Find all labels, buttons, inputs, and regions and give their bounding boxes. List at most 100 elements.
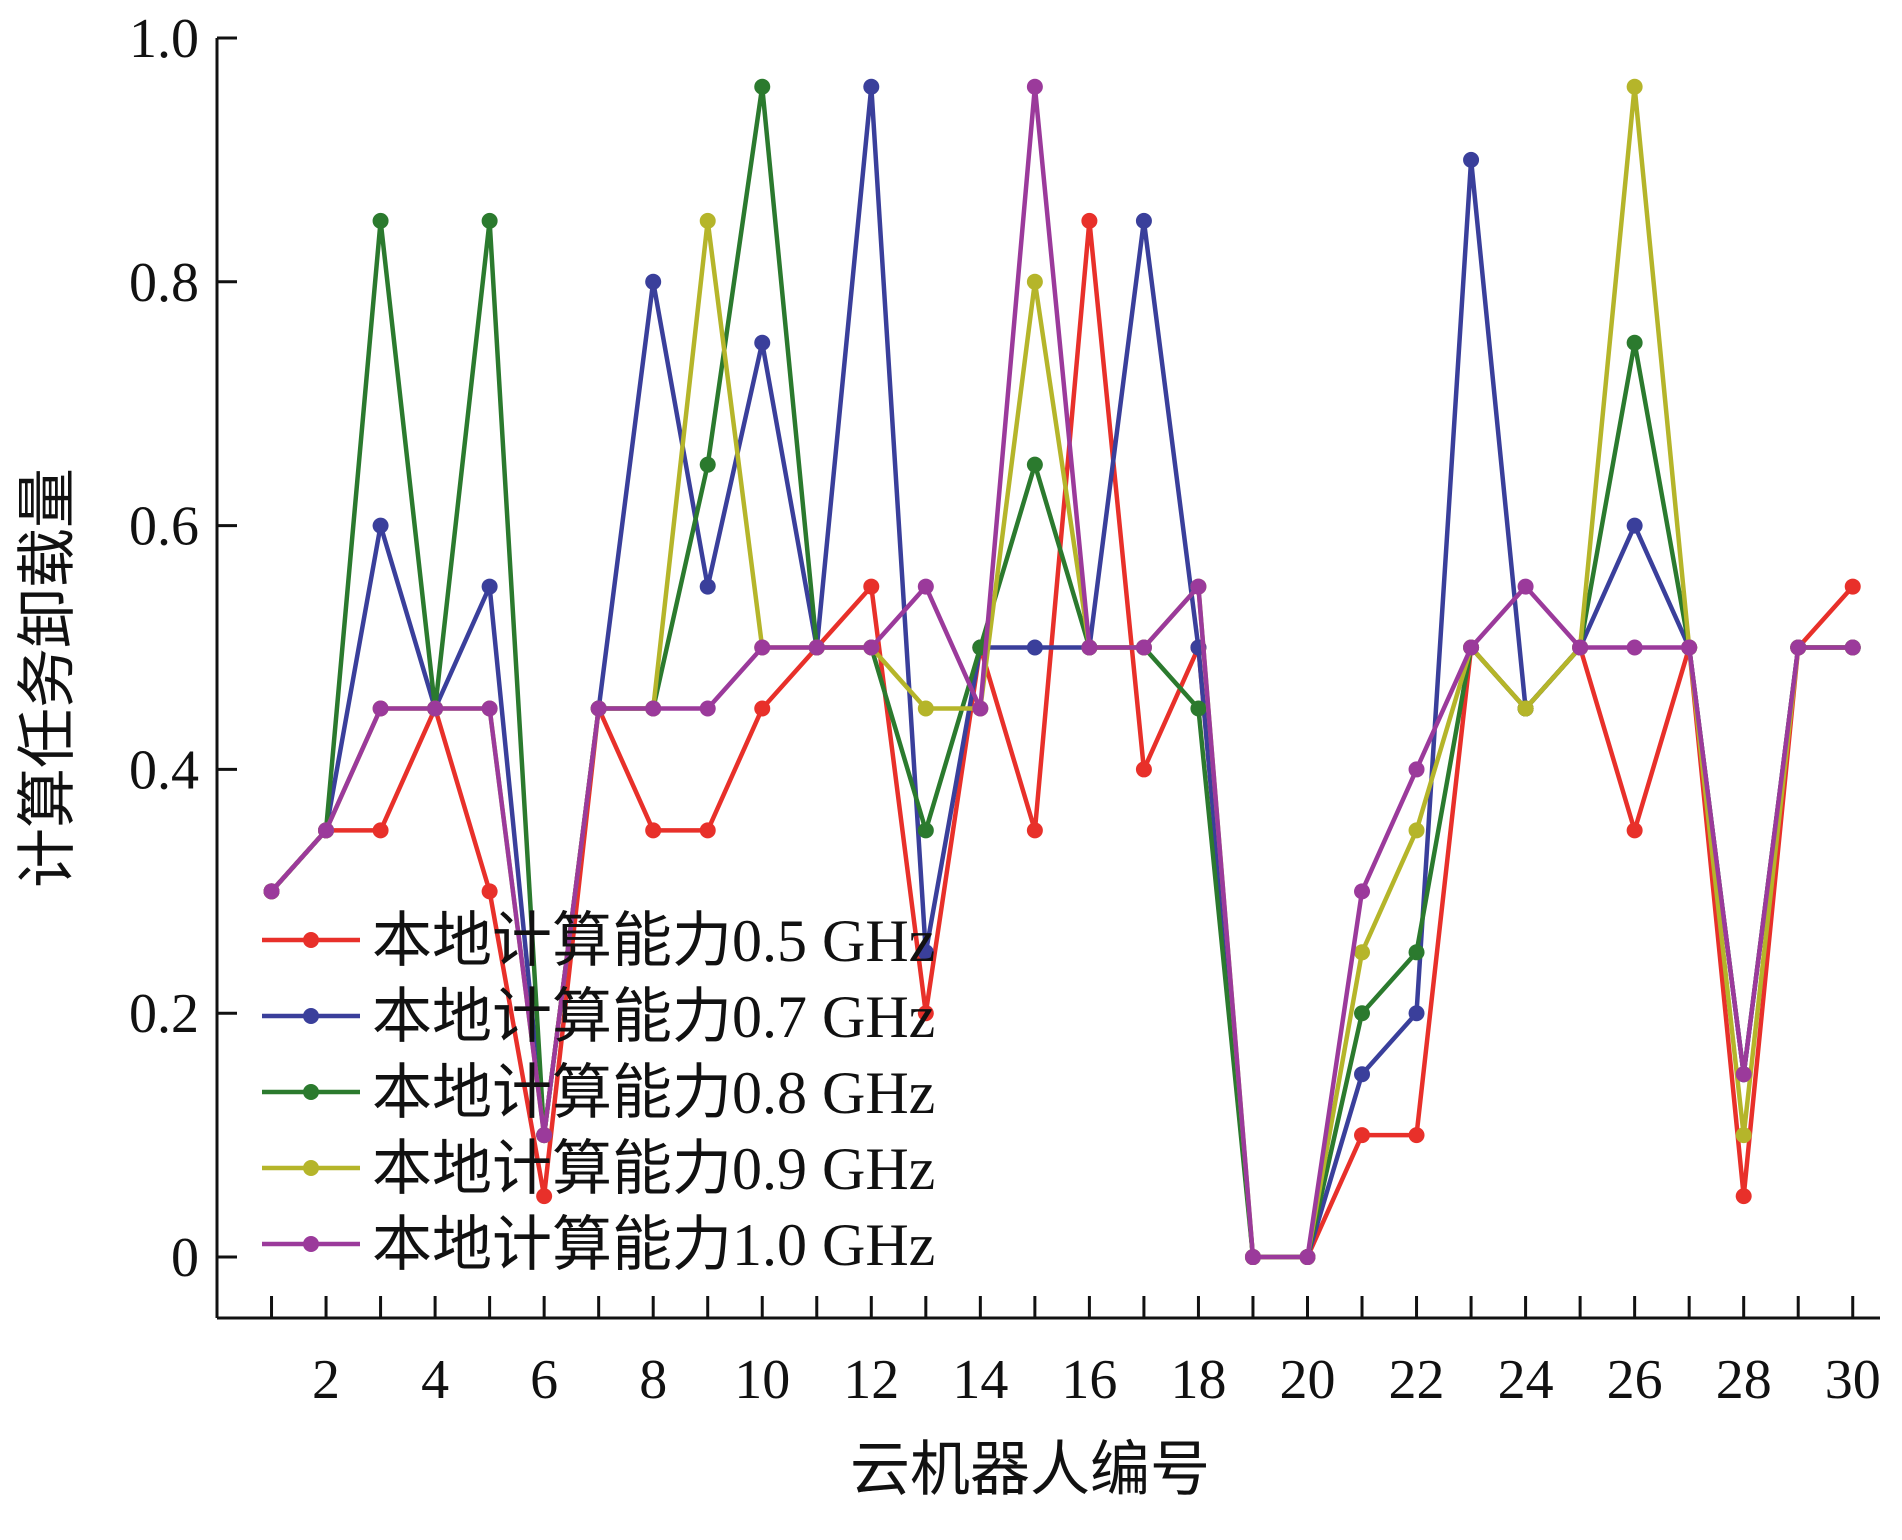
data-point — [699, 456, 716, 473]
data-point — [699, 700, 716, 717]
x-tick-label: 24 — [1498, 1349, 1554, 1411]
data-point — [917, 700, 934, 717]
y-tick-label: 0.8 — [129, 252, 199, 314]
data-point — [481, 578, 498, 595]
series-line — [269, 84, 1853, 1260]
data-point — [1735, 1066, 1752, 1083]
data-point — [1026, 639, 1043, 656]
data-point — [481, 700, 498, 717]
data-point — [427, 700, 444, 717]
data-point — [1408, 1127, 1425, 1144]
x-tick-label: 30 — [1825, 1349, 1881, 1411]
x-tick-label: 2 — [312, 1349, 340, 1411]
data-point — [754, 334, 771, 351]
y-tick-label: 0.2 — [129, 983, 199, 1045]
data-point — [1026, 456, 1043, 473]
data-point — [1626, 517, 1643, 534]
legend-label: 本地计算能力0.5 GHz — [372, 908, 935, 974]
legend: 本地计算能力0.5 GHz 本地计算能力0.7 GHz 本地计算能力0.8 GHz 本… — [262, 908, 935, 1278]
data-point — [1081, 212, 1098, 229]
data-point — [1354, 1005, 1371, 1022]
x-tick-label: 22 — [1389, 1349, 1445, 1411]
data-point — [1081, 639, 1098, 656]
data-point — [1190, 578, 1207, 595]
data-point — [1844, 639, 1861, 656]
legend-marker — [303, 1236, 319, 1252]
x-tick-label: 26 — [1607, 1349, 1663, 1411]
data-point — [1626, 78, 1643, 95]
legend-item: 本地计算能力0.9 GHz — [262, 1136, 935, 1202]
data-point — [590, 700, 607, 717]
x-tick-label: 4 — [421, 1349, 449, 1411]
data-point — [1463, 639, 1480, 656]
data-point — [1135, 212, 1152, 229]
x-ticks: 2 4 6 8 10 12 14 16 18 20 22 24 26 28 30 — [270, 1296, 1881, 1411]
data-point — [917, 944, 934, 961]
x-tick-label: 16 — [1061, 1349, 1117, 1411]
data-point — [863, 639, 880, 656]
legend-item: 本地计算能力1.0 GHz — [262, 1212, 935, 1278]
series-5 — [263, 78, 1861, 1266]
data-point — [1517, 578, 1534, 595]
data-point — [1026, 78, 1043, 95]
data-point — [699, 212, 716, 229]
legend-label: 本地计算能力1.0 GHz — [372, 1212, 935, 1278]
data-point — [1626, 822, 1643, 839]
legend-item: 本地计算能力0.7 GHz — [262, 984, 935, 1050]
series-line — [269, 84, 1853, 1260]
legend-marker — [303, 932, 319, 948]
data-point — [754, 700, 771, 717]
data-point — [754, 639, 771, 656]
data-point — [1026, 822, 1043, 839]
data-point — [1408, 761, 1425, 778]
legend-marker — [303, 1160, 319, 1176]
series-line — [269, 84, 1853, 1260]
data-point — [372, 822, 389, 839]
data-point — [808, 639, 825, 656]
data-point — [1408, 944, 1425, 961]
data-point — [1354, 1127, 1371, 1144]
series-line — [269, 218, 1855, 1260]
data-point — [645, 273, 662, 290]
data-point — [481, 883, 498, 900]
data-point — [1844, 578, 1861, 595]
data-point — [263, 883, 280, 900]
data-point — [972, 700, 989, 717]
y-tick-label: 0 — [171, 1227, 199, 1289]
data-point — [1190, 700, 1207, 717]
data-point — [1735, 1127, 1752, 1144]
y-axis-title: 计算任务卸载量 — [15, 468, 81, 888]
legend-item: 本地计算能力0.8 GHz — [262, 1060, 935, 1126]
data-point — [699, 578, 716, 595]
data-point — [1408, 822, 1425, 839]
x-tick-label: 6 — [530, 1349, 558, 1411]
data-point — [372, 700, 389, 717]
data-point — [318, 822, 335, 839]
legend-label: 本地计算能力0.8 GHz — [372, 1060, 935, 1126]
y-ticks: 0 0.2 0.4 0.6 0.8 1.0 — [129, 8, 237, 1289]
data-point — [645, 700, 662, 717]
legend-label: 本地计算能力0.7 GHz — [372, 984, 935, 1050]
x-tick-label: 14 — [952, 1349, 1008, 1411]
data-point — [1354, 883, 1371, 900]
data-point — [699, 822, 716, 839]
data-point — [1135, 639, 1152, 656]
legend-label: 本地计算能力0.9 GHz — [372, 1136, 935, 1202]
data-point — [1572, 639, 1589, 656]
data-point — [1463, 151, 1480, 168]
x-tick-label: 28 — [1716, 1349, 1772, 1411]
y-tick-label: 1.0 — [129, 8, 199, 70]
data-point — [536, 1127, 553, 1144]
data-point — [481, 212, 498, 229]
data-point — [863, 578, 880, 595]
data-point — [1354, 944, 1371, 961]
data-point — [372, 212, 389, 229]
data-point — [536, 1188, 553, 1205]
data-point — [1244, 1249, 1261, 1266]
data-point — [1790, 639, 1807, 656]
data-point — [1681, 639, 1698, 656]
data-point — [1026, 273, 1043, 290]
data-point — [1354, 1066, 1371, 1083]
